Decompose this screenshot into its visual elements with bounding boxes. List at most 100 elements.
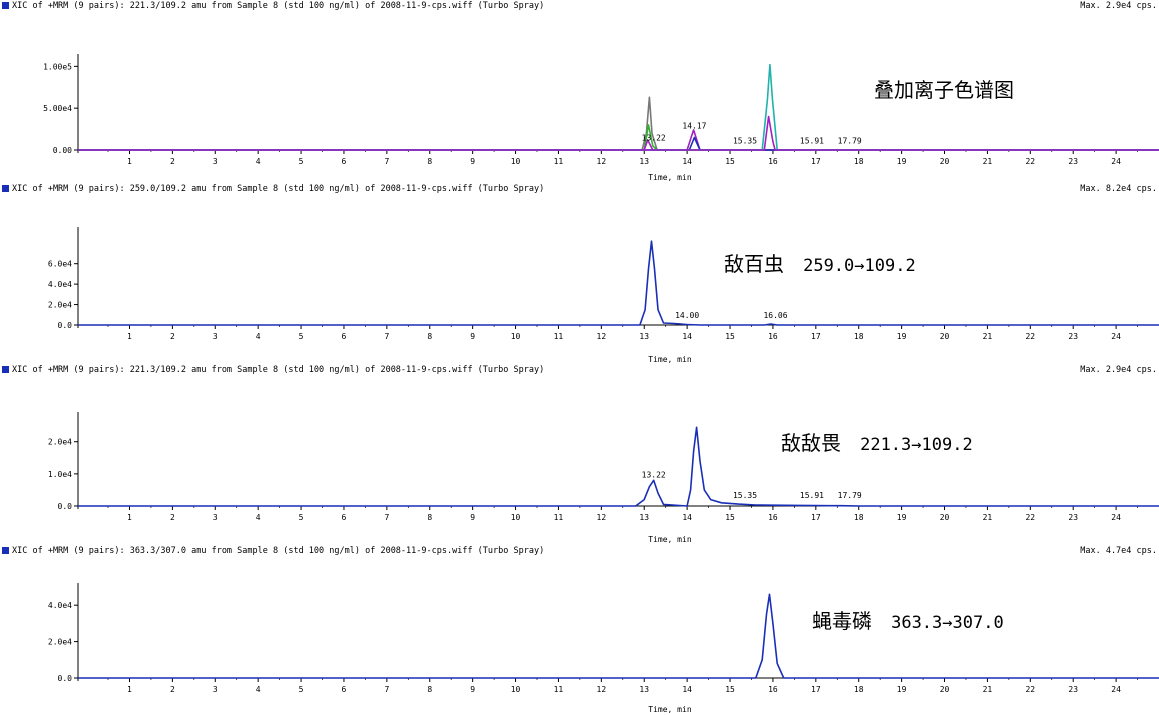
- x-tick-label: 8: [427, 513, 432, 522]
- x-tick-label: 21: [983, 332, 993, 341]
- chromatogram-panel-2: XIC of +MRM (9 pairs): 259.0/109.2 amu f…: [0, 183, 1159, 364]
- peak-label: 13.22: [642, 133, 666, 142]
- max-intensity-label: Max. 8.2e4 cps.: [1080, 184, 1157, 194]
- x-tick-label: 17: [811, 332, 821, 341]
- panel-header: XIC of +MRM (9 pairs): 221.3/109.2 amu f…: [0, 0, 1159, 14]
- series-color-icon: [2, 2, 9, 9]
- x-tick-label: 19: [897, 513, 907, 522]
- x-tick-label: 5: [299, 513, 304, 522]
- x-tick-label: 22: [1025, 157, 1035, 166]
- x-tick-label: 18: [854, 513, 864, 522]
- x-axis-label: Time, min: [648, 173, 692, 182]
- chromatogram-trace: [78, 129, 1159, 151]
- x-tick-label: 7: [384, 332, 389, 341]
- x-tick-label: 2: [170, 332, 175, 341]
- series-color-icon: [2, 366, 9, 373]
- x-tick-label: 9: [470, 157, 475, 166]
- x-tick-label: 13: [639, 685, 649, 694]
- x-tick-label: 20: [940, 685, 950, 694]
- chromatogram-panel-4: XIC of +MRM (9 pairs): 363.3/307.0 amu f…: [0, 545, 1159, 715]
- x-tick-label: 21: [983, 513, 993, 522]
- x-tick-label: 21: [983, 685, 993, 694]
- x-tick-label: 13: [639, 157, 649, 166]
- max-intensity-label: Max. 4.7e4 cps.: [1080, 546, 1157, 556]
- compound-name: 叠加离子色谱图: [874, 78, 1014, 102]
- x-tick-label: 3: [213, 685, 218, 694]
- x-tick-label: 13: [639, 332, 649, 341]
- x-tick-label: 23: [1068, 332, 1078, 341]
- x-tick-label: 15: [725, 332, 735, 341]
- x-tick-label: 24: [1111, 685, 1121, 694]
- x-tick-label: 22: [1025, 513, 1035, 522]
- x-tick-label: 12: [597, 685, 607, 694]
- peak-label: 15.35: [733, 491, 757, 500]
- x-axis-label: Time, min: [648, 535, 692, 544]
- x-axis-label: Time, min: [648, 355, 692, 364]
- y-tick-label: 0.00: [53, 146, 72, 155]
- x-tick-label: 3: [213, 157, 218, 166]
- y-tick-label: 2.0e4: [48, 638, 72, 647]
- x-tick-label: 15: [725, 157, 735, 166]
- x-tick-label: 8: [427, 685, 432, 694]
- x-tick-label: 21: [983, 157, 993, 166]
- peak-label: 17.79: [838, 137, 862, 146]
- x-tick-label: 12: [597, 513, 607, 522]
- y-tick-label: 0.0: [58, 321, 73, 330]
- x-tick-label: 15: [725, 513, 735, 522]
- x-tick-label: 1: [127, 332, 132, 341]
- y-tick-label: 1.0e4: [48, 470, 72, 479]
- chromatogram-panel-3: XIC of +MRM (9 pairs): 221.3/109.2 amu f…: [0, 364, 1159, 545]
- x-tick-label: 11: [554, 157, 564, 166]
- x-tick-label: 5: [299, 332, 304, 341]
- y-tick-label: 0.0: [58, 502, 73, 511]
- peak-label: 16.06: [763, 311, 787, 320]
- peak-label: 15.91: [800, 491, 824, 500]
- peak-label: 13.22: [642, 470, 666, 479]
- x-tick-label: 14: [682, 685, 692, 694]
- compound-annotation: 蝇毒磷 363.3→307.0: [812, 605, 1004, 634]
- peak-label: 14.00: [675, 311, 699, 320]
- x-tick-label: 2: [170, 685, 175, 694]
- y-tick-label: 1.00e5: [43, 62, 72, 71]
- chromatogram-trace: [78, 426, 1159, 507]
- x-tick-label: 8: [427, 157, 432, 166]
- x-tick-label: 2: [170, 157, 175, 166]
- x-tick-label: 12: [597, 332, 607, 341]
- x-tick-label: 4: [256, 513, 261, 522]
- x-tick-label: 5: [299, 157, 304, 166]
- x-tick-label: 14: [682, 513, 692, 522]
- x-tick-label: 24: [1111, 513, 1121, 522]
- x-tick-label: 16: [768, 157, 778, 166]
- x-tick-label: 24: [1111, 157, 1121, 166]
- x-tick-label: 4: [256, 332, 261, 341]
- x-tick-label: 11: [554, 685, 564, 694]
- chromatogram-plot-2: 1 2 3 4 5 6 7 8 9 10 11 12 13 14 15 16 17 18 19 20 21 22 23 24T…: [48, 227, 1159, 364]
- x-tick-label: 14: [682, 332, 692, 341]
- x-tick-label: 7: [384, 513, 389, 522]
- x-tick-label: 5: [299, 685, 304, 694]
- panel-header: XIC of +MRM (9 pairs): 259.0/109.2 amu f…: [0, 183, 1159, 197]
- y-tick-label: 4.0e4: [48, 280, 72, 289]
- x-tick-label: 19: [897, 157, 907, 166]
- x-tick-label: 6: [342, 332, 347, 341]
- max-intensity-label: Max. 2.9e4 cps.: [1080, 365, 1157, 375]
- compound-name: 敌百虫: [724, 252, 784, 276]
- x-tick-label: 4: [256, 685, 261, 694]
- x-tick-label: 10: [511, 513, 521, 522]
- x-tick-label: 6: [342, 513, 347, 522]
- x-tick-label: 2: [170, 513, 175, 522]
- x-tick-label: 23: [1068, 685, 1078, 694]
- x-tick-label: 11: [554, 332, 564, 341]
- peak-label: 15.35: [733, 137, 757, 146]
- x-tick-label: 10: [511, 332, 521, 341]
- y-tick-label: 5.00e4: [43, 104, 72, 113]
- x-tick-label: 6: [342, 685, 347, 694]
- y-tick-label: 2.0e4: [48, 438, 72, 447]
- mrm-transition: 363.3→307.0: [891, 613, 1004, 633]
- y-tick-label: 0.0: [58, 674, 73, 683]
- y-tick-label: 4.0e4: [48, 601, 72, 610]
- compound-name: 敌敌畏: [781, 431, 841, 455]
- chromatogram-plot-4: 1 2 3 4 5 6 7 8 9 10 11 12 13 14 15 16 17 18 19 20 21 22 23 24T…: [48, 583, 1159, 714]
- x-tick-label: 17: [811, 157, 821, 166]
- panel-header: XIC of +MRM (9 pairs): 221.3/109.2 amu f…: [0, 364, 1159, 378]
